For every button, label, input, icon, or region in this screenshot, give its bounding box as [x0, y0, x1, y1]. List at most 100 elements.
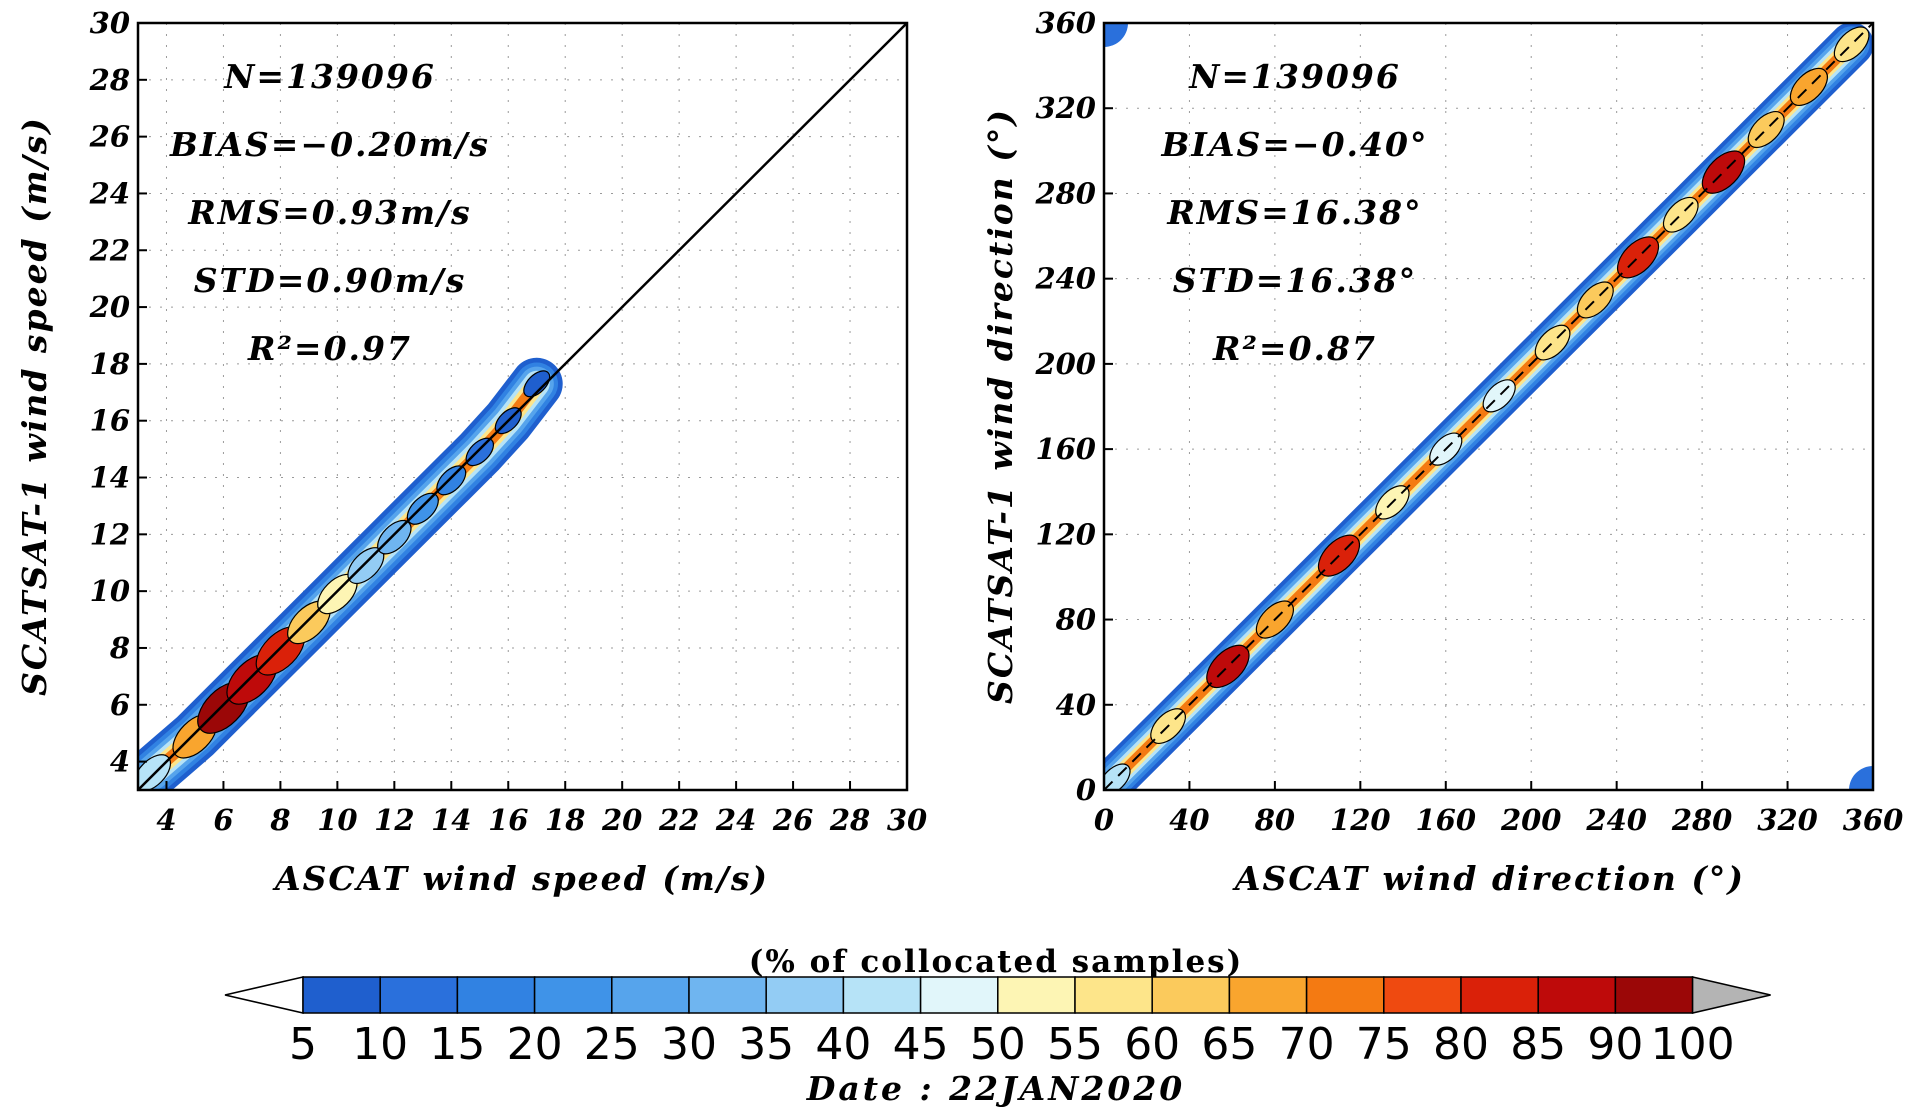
- colorbar-segments: [224, 976, 1771, 1014]
- x-tick-label: 280: [1671, 803, 1733, 837]
- colorbar: (% of collocated samples) 5 10 15 20 25 30 35 4…: [224, 944, 1771, 1070]
- x-tick-label: 320: [1757, 803, 1818, 837]
- x-tick-label: 80: [1254, 803, 1295, 837]
- colorbar-segment: [611, 976, 690, 1014]
- x-tick-label: 6: [213, 803, 233, 837]
- colorbar-label: 45: [893, 1019, 949, 1070]
- wind-direction-y-axis-title: SCATSAT-1 wind direction (°): [981, 108, 1020, 704]
- density-hotspot: [138, 754, 172, 790]
- wind-direction-x-axis-title: ASCAT wind direction (°): [1232, 859, 1745, 898]
- y-tick-label: 14: [90, 461, 130, 495]
- y-tick-label: 22: [89, 233, 130, 267]
- stat-bias: BIAS=−0.40°: [1161, 125, 1429, 164]
- y-tick-label: 320: [1035, 91, 1096, 125]
- stat-r2: R²=0.87: [1212, 329, 1377, 368]
- colorbar-label: 25: [584, 1019, 640, 1070]
- colorbar-label: 20: [507, 1019, 563, 1070]
- density-hotspot: [377, 519, 412, 555]
- stat-n: N=139096: [223, 57, 436, 96]
- stat-rms: RMS=0.93m/s: [187, 193, 471, 232]
- x-tick-label: 8: [269, 803, 290, 837]
- y-tick-label: 6: [110, 688, 130, 722]
- wind-speed-y-axis-title: SCATSAT-1 wind speed (m/s): [15, 116, 54, 696]
- y-tick-label: 16: [90, 404, 130, 438]
- colorbar-label: 40: [815, 1019, 871, 1070]
- colorbar-segment: [1228, 976, 1308, 1014]
- x-tick-label: 24: [715, 803, 756, 837]
- y-tick-label: 20: [89, 290, 130, 324]
- y-tick-label: 8: [109, 631, 130, 665]
- colorbar-segment: [1151, 976, 1231, 1014]
- y-tick-label: 26: [89, 120, 130, 154]
- stat-std: STD=0.90m/s: [194, 261, 467, 300]
- x-tick-label: 18: [545, 803, 585, 837]
- density-hotspot: [465, 437, 495, 467]
- colorbar-label: 35: [738, 1019, 794, 1070]
- y-tick-label: 18: [90, 347, 130, 381]
- wind-direction-plot-frame: [1102, 21, 1875, 792]
- colorbar-segment: [1614, 976, 1694, 1014]
- colorbar-label: 85: [1510, 1019, 1566, 1070]
- y-tick-label: 30: [90, 6, 130, 40]
- colorbar-label: 60: [1124, 1019, 1180, 1070]
- stat-n: N=139096: [1188, 57, 1401, 96]
- colorbar-label: 10: [352, 1019, 408, 1070]
- x-tick-label: 40: [1169, 803, 1209, 837]
- colorbar-label: 100: [1651, 1019, 1735, 1070]
- y-tick-label: 4: [110, 745, 130, 779]
- colorbar-label: 80: [1433, 1019, 1489, 1070]
- colorbar-label: 70: [1279, 1019, 1335, 1070]
- colorbar-over-arrow: [1691, 976, 1771, 1014]
- y-tick-label: 360: [1035, 6, 1096, 40]
- x-tick-label: 20: [601, 803, 642, 837]
- colorbar-segment: [1537, 976, 1617, 1014]
- density-hotspot: [523, 370, 551, 398]
- stat-bias: BIAS=−0.20m/s: [169, 125, 490, 164]
- date-label: Date : 22JAN2020: [806, 1069, 1186, 1108]
- x-tick-label: 22: [658, 803, 699, 837]
- y-tick-label: 240: [1034, 262, 1096, 296]
- wind-direction-one-to-one-line: [1104, 23, 1873, 790]
- wraparound-blob: [1849, 766, 1873, 790]
- colorbar-segment: [379, 976, 459, 1014]
- y-tick-label: 28: [89, 63, 130, 97]
- colorbar-segment: [1305, 976, 1385, 1014]
- colorbar-label: 5: [289, 1019, 317, 1070]
- wind-direction-panel: 0 40 80 120 160 200 240 280 320 360 0 40 80 120 160 200…: [981, 6, 1904, 898]
- x-tick-label: 10: [317, 803, 357, 837]
- colorbar-label: 30: [661, 1019, 717, 1070]
- colorbar-segment: [919, 976, 999, 1014]
- x-tick-label: 200: [1500, 803, 1562, 837]
- wind-speed-ticks: 4 6 8 10 12 14 16 18 20 22 24 26 28 30 4 6 8 10 12 14 16 18 20…: [89, 6, 928, 837]
- density-hotspot: [406, 492, 439, 525]
- x-tick-label: 4: [156, 803, 176, 837]
- wind-speed-x-axis-title: ASCAT wind speed (m/s): [272, 859, 769, 898]
- x-tick-label: 16: [488, 803, 528, 837]
- y-tick-label: 40: [1056, 688, 1096, 722]
- colorbar-segment: [765, 976, 845, 1014]
- x-tick-label: 12: [374, 803, 414, 837]
- colorbar-segment: [456, 976, 536, 1014]
- x-tick-label: 360: [1843, 803, 1904, 837]
- wraparound-blob: [1104, 23, 1128, 47]
- colorbar-label: 65: [1201, 1019, 1257, 1070]
- colorbar-segment: [533, 976, 613, 1014]
- colorbar-segment: [302, 976, 381, 1014]
- y-tick-label: 280: [1034, 176, 1096, 210]
- colorbar-label: 50: [970, 1019, 1026, 1070]
- colorbar-label: 55: [1047, 1019, 1103, 1070]
- y-tick-label: 0: [1076, 773, 1096, 807]
- x-tick-label: 160: [1416, 803, 1477, 837]
- y-tick-label: 12: [90, 517, 130, 551]
- colorbar-segment: [1074, 976, 1153, 1014]
- colorbar-title: (% of collocated samples): [749, 944, 1244, 980]
- y-tick-label: 160: [1035, 432, 1096, 466]
- colorbar-label: 90: [1587, 1019, 1643, 1070]
- wind-direction-stats: N=139096 BIAS=−0.40° RMS=16.38° STD=16.3…: [1161, 57, 1429, 368]
- y-tick-label: 80: [1055, 603, 1096, 637]
- density-hotspot: [436, 465, 467, 496]
- colorbar-segment: [997, 976, 1076, 1014]
- colorbar-label: 15: [429, 1019, 485, 1070]
- stat-rms: RMS=16.38°: [1166, 193, 1422, 232]
- x-tick-label: 120: [1330, 803, 1391, 837]
